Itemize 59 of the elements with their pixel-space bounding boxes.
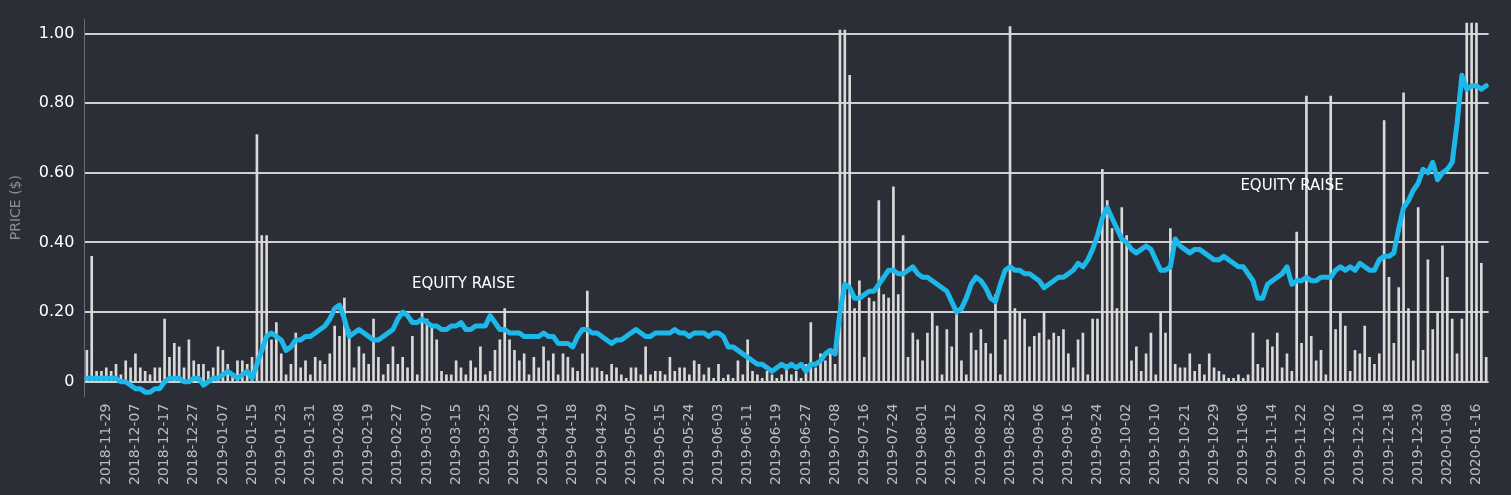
- x-tick-label: 2019-10-10: [1146, 403, 1163, 486]
- x-tick-label: 2018-11-29: [96, 403, 113, 486]
- x-tick-label: 2019-04-18: [563, 403, 580, 486]
- y-tick-label: 0.60: [38, 161, 75, 181]
- x-tick-label: 2019-02-19: [359, 403, 376, 486]
- y-tick-label: 0.40: [38, 231, 75, 251]
- x-tick-label: 2019-12-10: [1350, 403, 1367, 486]
- x-tick-label: 2019-12-30: [1408, 403, 1425, 486]
- x-tick-label: 2019-11-06: [1233, 403, 1250, 486]
- x-tick-label: 2019-06-11: [738, 403, 755, 486]
- x-tick-label: 2019-09-24: [1088, 403, 1105, 486]
- x-tick-label: 2019-05-24: [679, 403, 696, 486]
- x-tick-label: 2019-06-27: [796, 403, 813, 486]
- bar: [124, 360, 128, 382]
- x-tick-label: 2019-04-10: [534, 403, 551, 486]
- x-tick-label: 2019-03-25: [475, 403, 492, 486]
- x-tick-label: 2019-04-29: [592, 403, 609, 486]
- y-axis-title: PRICE ($): [7, 175, 24, 241]
- x-tick-label: 2019-11-14: [1263, 403, 1280, 486]
- x-tick-label: 2019-06-19: [767, 403, 784, 486]
- x-tick-label: 2019-10-02: [1117, 403, 1134, 486]
- x-tick-label: 2019-08-01: [913, 403, 930, 486]
- x-tick-label: 2019-02-08: [330, 403, 347, 486]
- x-tick-label: 2019-03-07: [417, 403, 434, 486]
- x-tick-label: 2019-01-15: [242, 403, 259, 486]
- bar: [202, 363, 205, 382]
- x-tick-label: 2019-10-21: [1175, 403, 1192, 486]
- x-tick-label: 2019-10-29: [1204, 403, 1221, 486]
- x-tick-label: 2019-08-12: [942, 403, 959, 486]
- x-tick-label: 2019-05-15: [650, 403, 667, 486]
- x-tick-label: 2019-01-07: [213, 403, 230, 486]
- annotation: EQUITY RAISE: [411, 273, 516, 292]
- x-tick-label: 2019-12-02: [1321, 403, 1338, 486]
- x-tick-label: 2019-09-16: [1058, 403, 1075, 486]
- x-tick-label: 2019-07-24: [884, 403, 901, 486]
- x-tick-label: 2019-07-16: [854, 403, 871, 486]
- x-tick-label: 2019-07-08: [825, 403, 842, 486]
- x-tick-label: 2019-02-27: [388, 403, 405, 486]
- x-tick-label: 2019-09-06: [1029, 403, 1046, 486]
- x-tick-label: 2019-04-02: [505, 403, 522, 486]
- x-tick-label: 2019-12-18: [1379, 403, 1396, 486]
- x-tick-label: 2019-03-15: [446, 403, 463, 486]
- x-tick-label: 2019-01-31: [301, 403, 317, 486]
- x-tick-label: 2018-12-07: [126, 403, 143, 486]
- x-tick-label: 2020-01-08: [1437, 403, 1454, 486]
- x-tick-label: 2019-06-03: [709, 403, 726, 486]
- y-tick-label: 1.00: [38, 22, 75, 42]
- x-tick-label: 2018-12-27: [184, 403, 201, 486]
- x-tick-label: 2019-01-23: [271, 403, 288, 486]
- x-tick-label: 2019-08-28: [1000, 403, 1017, 486]
- y-tick-label: 0.20: [38, 301, 75, 321]
- x-tick-label: 2019-11-22: [1292, 403, 1309, 486]
- x-tick-label: 2019-08-20: [971, 403, 988, 486]
- x-tick-label: 2020-01-16: [1467, 403, 1484, 486]
- y-tick-label: 0.80: [38, 92, 75, 112]
- x-tick-label: 2018-12-17: [155, 403, 172, 486]
- x-tick-label: 2019-05-07: [621, 403, 638, 486]
- bar: [163, 318, 166, 382]
- y-tick-label: 0: [64, 370, 75, 390]
